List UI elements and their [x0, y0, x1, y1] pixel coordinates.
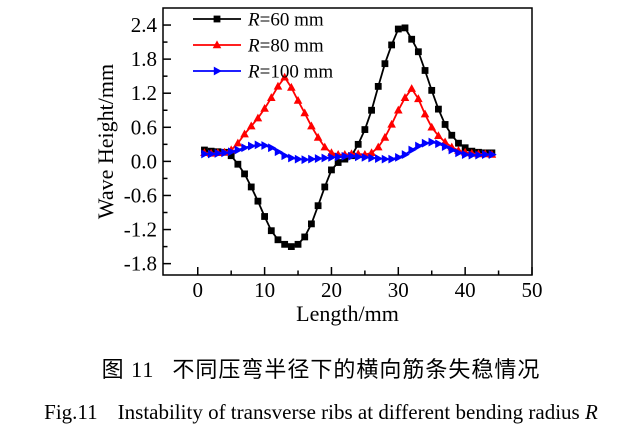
caption-english: Fig.11 Instability of transverse ribs at … [0, 400, 642, 425]
caption-english-number: Fig.11 [44, 400, 98, 424]
legend: R=60 mm R=80 mm R=100 mm [193, 10, 333, 83]
caption-english-symbol: R [584, 400, 598, 424]
legend-item-0: R=60 mm [193, 10, 324, 31]
y-tick-label: 0.0 [131, 149, 157, 173]
legend-label: R=60 mm [247, 10, 324, 31]
x-tick-label: 40 [455, 278, 476, 302]
caption-english-text: Instability of transverse ribs at differ… [117, 400, 580, 424]
x-tick-label: 20 [321, 278, 342, 302]
caption-chinese-text: 不同压弯半径下的横向筋条失稳情况 [172, 357, 541, 382]
caption-chinese-number: 图 11 [101, 357, 155, 382]
caption-chinese: 图 11 不同压弯半径下的横向筋条失稳情况 [0, 352, 642, 384]
legend-label: R=80 mm [247, 36, 324, 57]
series-markers [201, 137, 497, 165]
y-axis-title: Wave Height/mm [93, 64, 118, 219]
x-axis-title: Length/mm [296, 301, 399, 326]
y-tick-label: -0.6 [124, 183, 157, 207]
x-tick-label: 0 [193, 278, 204, 302]
legend-label: R=100 mm [247, 62, 333, 83]
y-tick-label: 0.6 [131, 115, 157, 139]
y-tick-label: 1.2 [131, 81, 157, 105]
legend-item-1: R=80 mm [193, 36, 324, 57]
tick-labels: 2.4 1.8 1.2 0.6 0.0 -0.6 -1.2 -1.8 0 10 20 30 40 50 [124, 13, 543, 302]
x-tick-label: 10 [254, 278, 275, 302]
series-markers [200, 72, 497, 158]
series-r100mm [201, 137, 497, 165]
series-line [204, 75, 492, 156]
instability-chart: 2.4 1.8 1.2 0.6 0.0 -0.6 -1.2 -1.8 0 10 20 30 40 50 Wa… [93, 7, 543, 326]
x-tick-label: 50 [522, 278, 543, 302]
y-tick-label: 2.4 [131, 13, 158, 37]
y-tick-label: 1.8 [131, 47, 157, 71]
y-tick-label: -1.8 [124, 252, 157, 276]
x-tick-label: 30 [388, 278, 409, 302]
series-r80mm [200, 72, 497, 158]
y-tick-label: -1.2 [124, 218, 157, 242]
legend-item-2: R=100 mm [193, 62, 333, 83]
axes [162, 7, 533, 276]
